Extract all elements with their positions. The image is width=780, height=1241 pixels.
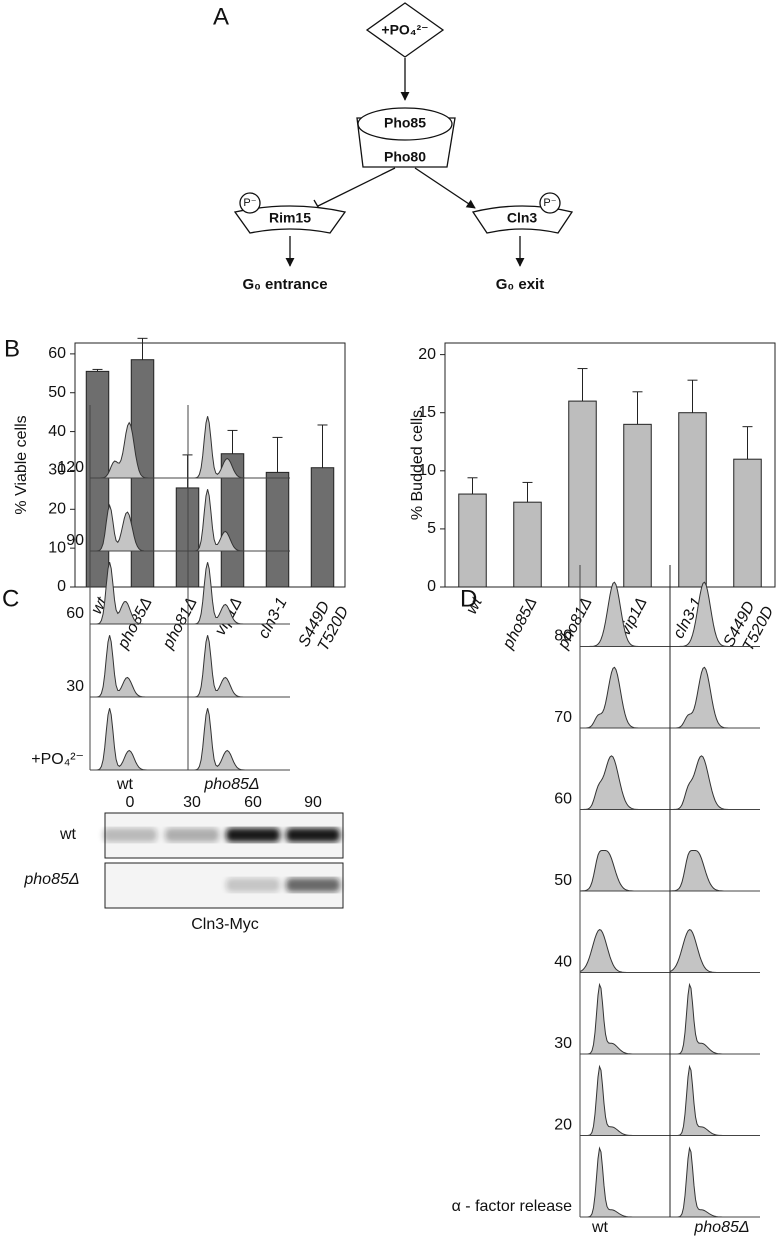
histogram (670, 982, 760, 1055)
y-tick-label: 0 (427, 578, 436, 595)
column-label: wt (591, 1219, 609, 1236)
y-tick-label: 15 (418, 404, 436, 421)
y-tick-label: 50 (48, 384, 66, 401)
histogram (579, 850, 670, 892)
lane-label: 30 (183, 794, 201, 811)
node-label: P⁻ (243, 197, 256, 209)
y-tick-label: 40 (48, 423, 66, 440)
western-blot (104, 812, 344, 909)
row-label: pho85Δ (23, 871, 79, 888)
lane-label: 60 (244, 794, 262, 811)
bar (310, 467, 335, 588)
row-label: wt (59, 826, 77, 843)
row-label: 20 (554, 1117, 572, 1134)
histogram (670, 1064, 760, 1136)
row-label: 90 (66, 532, 84, 549)
y-tick-label: 60 (48, 345, 66, 362)
y-tick-label: 20 (48, 501, 66, 518)
row-label: 60 (554, 791, 572, 808)
x-tick-label: pho85Δ (499, 595, 540, 653)
outcome-label: G₀ entrance (242, 276, 327, 293)
outcome-label: G₀ exit (496, 276, 544, 293)
histogram (580, 755, 670, 810)
histogram (670, 1146, 760, 1218)
panel-label: D (460, 585, 477, 612)
plot-frame (444, 342, 776, 588)
node-label: Rim15 (269, 210, 311, 226)
node-label: Pho85 (384, 115, 426, 131)
histogram (580, 1146, 670, 1218)
node-label: Cln3 (507, 210, 538, 226)
histogram (188, 708, 286, 771)
bar (678, 412, 707, 588)
pathway-diagram (233, 2, 574, 267)
node-label: P⁻ (543, 197, 556, 209)
rim15-node (233, 205, 347, 234)
column-label: wt (116, 776, 134, 793)
row-label: 80 (554, 628, 572, 645)
row-label: 70 (554, 709, 572, 726)
arrow (414, 167, 476, 209)
x-tick-label: cln3-1 (255, 595, 290, 641)
bar (568, 400, 597, 588)
row-label: +PO₄²⁻ (31, 751, 84, 768)
blot-band (286, 828, 340, 842)
x-tick-label: wt (463, 594, 486, 617)
row-label: α - factor release (452, 1198, 573, 1215)
row-label: 120 (57, 459, 84, 476)
row-label: 50 (554, 872, 572, 889)
row-label: 30 (554, 1035, 572, 1052)
node-label: Pho80 (384, 149, 426, 165)
row-label: 60 (66, 605, 84, 622)
histogram (188, 635, 286, 698)
phospho-node (539, 192, 561, 214)
panel-label: C (2, 585, 19, 612)
histogram (580, 666, 670, 729)
panel-label: B (4, 335, 20, 362)
blot-band (103, 828, 157, 842)
bar (265, 471, 290, 588)
panel-label: A (213, 3, 229, 30)
histogram (670, 755, 760, 810)
y-axis-label: % Budded cells (409, 410, 426, 520)
phospho-node (239, 192, 261, 214)
column-label: pho85Δ (203, 776, 259, 793)
x-tick-label: S449D T520D (721, 594, 778, 658)
histogram (579, 929, 670, 973)
column-label: pho85Δ (693, 1219, 749, 1236)
blot-band (226, 828, 280, 842)
lane-label: 90 (304, 794, 322, 811)
y-tick-label: 0 (57, 578, 66, 595)
lane-label: 0 (126, 794, 135, 811)
y-tick-label: 10 (418, 462, 436, 479)
y-tick-label: 20 (418, 346, 436, 363)
pho85-node (357, 107, 453, 141)
blot-band (226, 878, 280, 892)
inhibition (317, 167, 396, 207)
bar (623, 423, 652, 588)
x-tick-label: S449D T520D (296, 594, 353, 658)
blot-band (165, 828, 219, 842)
histogram (669, 850, 760, 892)
row-label: 40 (554, 954, 572, 971)
histogram (580, 1064, 670, 1136)
histogram (670, 666, 760, 729)
y-tick-label: 5 (427, 520, 436, 537)
node-label: +PO₄²⁻ (381, 22, 428, 38)
bar (733, 458, 762, 588)
y-tick-label: 10 (48, 539, 66, 556)
phosphate-node (365, 2, 445, 58)
row-label: 30 (66, 678, 84, 695)
bar (513, 501, 542, 588)
blot-band (286, 878, 340, 892)
blot-caption: Cln3-Myc (191, 916, 259, 933)
bar (458, 493, 487, 588)
y-tick-label: 30 (48, 462, 66, 479)
y-axis-label: % Viable cells (13, 415, 30, 514)
histogram (580, 982, 670, 1055)
histogram (669, 929, 760, 973)
histogram (90, 708, 188, 771)
